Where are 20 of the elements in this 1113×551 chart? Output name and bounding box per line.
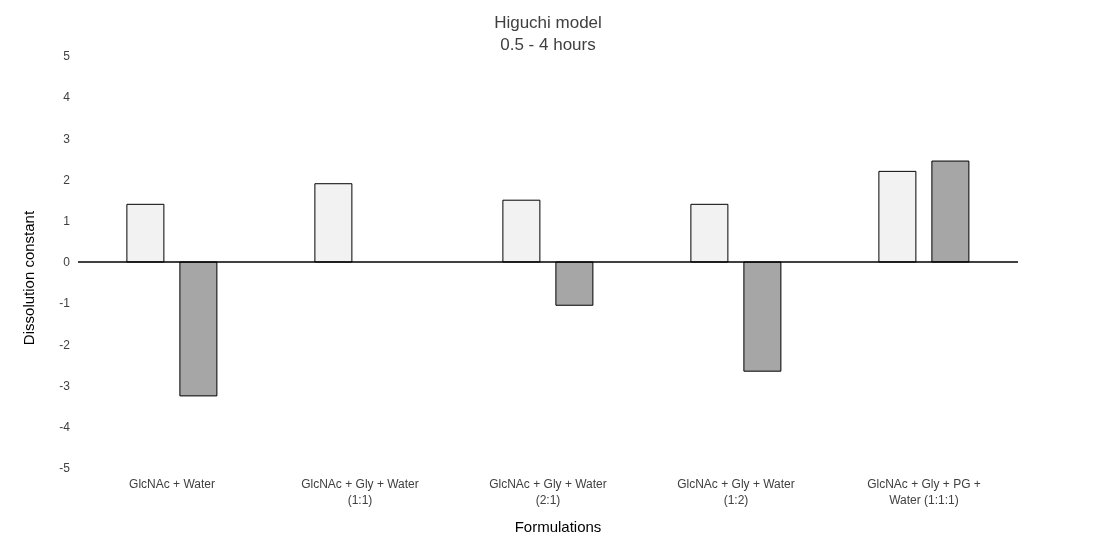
- chart-subtitle: 0.5 - 4 hours: [500, 35, 596, 54]
- y-tick-label: -3: [59, 378, 71, 393]
- y-tick-label: -2: [59, 337, 71, 352]
- y-axis-title: Dissolution constant: [19, 210, 37, 346]
- y-tick-label: -4: [59, 420, 71, 435]
- y-tick-label: 0: [63, 255, 71, 270]
- y-tick-label: 2: [63, 172, 71, 187]
- x-axis-title: Formulations: [513, 518, 603, 535]
- y-tick-label: 4: [63, 90, 71, 105]
- chart-title: Higuchi model: [493, 12, 603, 34]
- x-tick-label: GlcNAc + Gly + Water (1:2): [677, 477, 795, 507]
- x-tick-label: GlcNAc + Water: [129, 477, 215, 491]
- x-tick-label: GlcNAc + Gly + PG + Water (1:1:1): [867, 477, 981, 507]
- y-tick-label: 3: [63, 131, 71, 146]
- x-tick-label: GlcNAc + Gly + Water (1:1): [301, 477, 419, 507]
- y-tick-label: 1: [63, 214, 71, 229]
- y-tick-label: -5: [59, 461, 71, 476]
- y-tick-label: 5: [63, 49, 71, 64]
- y-tick-label: -1: [59, 296, 71, 311]
- x-tick-label: GlcNAc + Gly + Water (2:1): [489, 477, 607, 507]
